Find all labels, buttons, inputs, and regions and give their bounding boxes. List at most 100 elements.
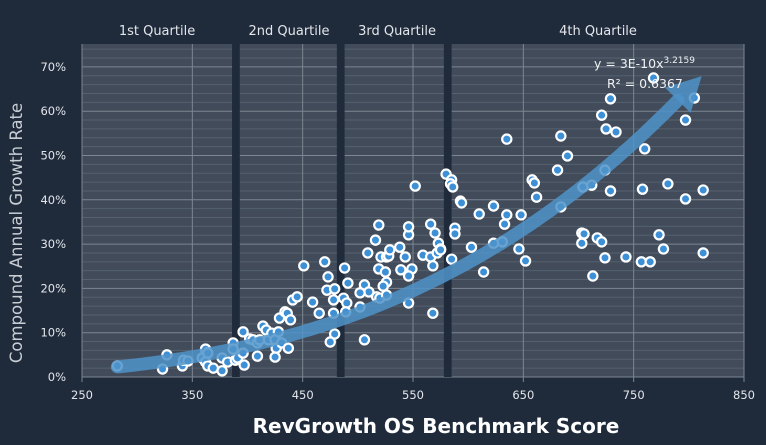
data-point-marker [354, 287, 366, 299]
data-point-marker [519, 255, 532, 267]
data-point [498, 218, 511, 230]
y-axis-title: Compound Annual Growth Rate [7, 103, 26, 363]
y-tick-label: 30% [40, 237, 66, 251]
data-point [604, 185, 617, 197]
quartile-divider [232, 44, 240, 377]
data-point-marker [644, 256, 656, 268]
data-point-marker [515, 209, 527, 221]
data-point-marker [298, 260, 310, 272]
plot-top-edge [82, 42, 744, 44]
data-point-marker [595, 236, 608, 248]
data-point-marker [530, 191, 543, 203]
data-point [269, 351, 281, 363]
x-tick-label: 850 [733, 388, 755, 402]
data-point-marker [639, 143, 651, 155]
y-tick-label: 10% [40, 326, 66, 340]
data-point [513, 243, 525, 255]
trend-arrow [110, 76, 702, 374]
data-point-marker [697, 184, 709, 196]
data-point [455, 197, 468, 209]
data-point-marker [358, 334, 371, 346]
data-point [465, 241, 478, 253]
trend-arrow-body [110, 93, 685, 374]
data-point [216, 365, 228, 377]
trend-equation-exponent: 3.2159 [663, 56, 695, 66]
x-tick-label: 650 [512, 388, 534, 402]
quartile-label-1: 1st Quartile [119, 24, 195, 39]
data-point-marker [291, 291, 303, 303]
data-point [238, 359, 250, 371]
data-point-marker [284, 314, 297, 326]
data-point-marker [647, 72, 660, 84]
data-point [647, 72, 660, 84]
data-point-marker [427, 307, 439, 319]
data-point-marker [269, 351, 281, 363]
data-point [445, 253, 458, 265]
quartile-label-4: 4th Quartile [559, 24, 637, 39]
data-point [291, 291, 303, 303]
data-point-marker [636, 183, 649, 195]
data-point-marker [610, 126, 622, 138]
quartile-label-2: 2nd Quartile [249, 24, 330, 39]
x-tick-label: 750 [623, 388, 645, 402]
data-point [519, 255, 532, 267]
data-point [328, 283, 341, 295]
data-point [657, 243, 670, 255]
data-point [395, 264, 407, 276]
data-point [369, 234, 382, 246]
data-point [449, 228, 461, 240]
data-point-marker [306, 296, 319, 308]
y-tick-label: 20% [40, 281, 66, 295]
data-point [501, 133, 513, 145]
data-point [620, 251, 632, 263]
data-point [599, 252, 611, 264]
data-point-marker [342, 277, 354, 289]
data-point [429, 227, 441, 239]
data-point [373, 219, 385, 231]
data-point-marker [697, 247, 709, 259]
data-point-marker [399, 251, 411, 263]
data-point [358, 334, 371, 346]
data-point [604, 93, 617, 105]
data-point-marker [653, 229, 665, 241]
data-point-marker [402, 221, 415, 233]
data-point [427, 307, 439, 319]
y-tick-label: 40% [40, 193, 66, 207]
data-point-marker [513, 243, 525, 255]
data-point-marker [319, 256, 331, 268]
data-point [636, 183, 649, 195]
data-point [515, 209, 527, 221]
x-tick-label: 450 [292, 388, 314, 402]
data-point [237, 326, 249, 338]
data-point [402, 270, 415, 282]
data-point-marker [251, 350, 264, 362]
data-point-marker [427, 260, 439, 272]
data-point-marker [384, 244, 396, 256]
data-point [595, 236, 608, 248]
data-point-marker [487, 200, 500, 212]
data-point [639, 143, 651, 155]
data-point-marker [369, 234, 382, 246]
data-point [282, 342, 295, 354]
data-point-marker [477, 266, 490, 278]
data-point [662, 178, 674, 190]
data-point [551, 164, 564, 176]
x-tick-label: 250 [71, 388, 93, 402]
data-point [424, 218, 437, 230]
data-point [327, 294, 340, 306]
data-point-marker [282, 342, 295, 354]
data-point-marker [555, 130, 567, 142]
data-point-marker [561, 150, 574, 162]
data-point-marker [238, 359, 250, 371]
data-point [644, 256, 656, 268]
data-point [578, 228, 590, 240]
data-point [528, 177, 541, 189]
data-point-marker [434, 244, 447, 256]
data-point-marker [679, 193, 692, 205]
data-point [354, 287, 366, 299]
quartile-divider [336, 44, 345, 377]
data-point-marker [424, 218, 437, 230]
y-tick-label: 0% [48, 370, 66, 384]
data-point [679, 193, 692, 205]
data-point [362, 247, 374, 259]
